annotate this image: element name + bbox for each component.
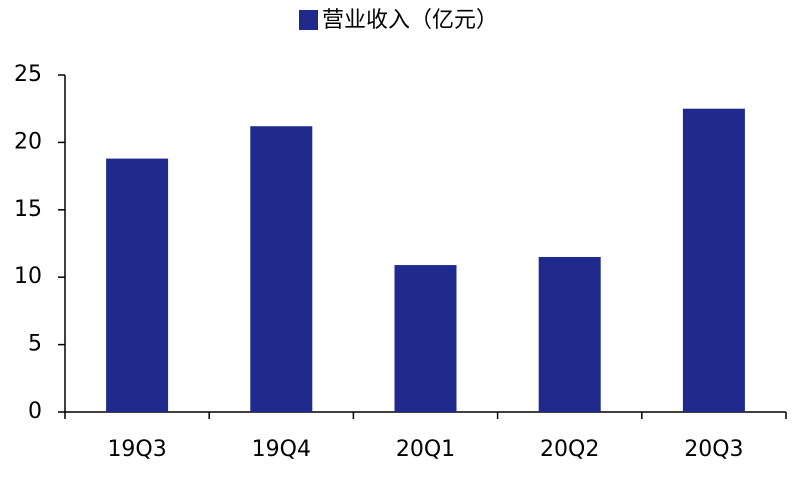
legend-swatch (299, 10, 318, 30)
y-tick-label: 20 (14, 129, 42, 154)
x-tick-label: 19Q3 (107, 437, 166, 462)
y-tick-label: 25 (14, 62, 42, 87)
y-tick-label: 10 (14, 264, 42, 289)
y-tick-label: 0 (28, 399, 42, 424)
bar (106, 158, 169, 412)
bar (538, 256, 601, 412)
bar (394, 265, 457, 412)
y-tick-label: 5 (28, 332, 42, 357)
bar (250, 126, 313, 412)
x-tick-label: 19Q4 (252, 437, 311, 462)
y-tick-label: 15 (14, 197, 42, 222)
bar (682, 108, 745, 412)
x-tick-label: 20Q2 (540, 437, 599, 462)
legend-label: 营业收入（亿元） (322, 8, 498, 33)
x-tick-label: 20Q3 (684, 437, 743, 462)
x-tick-label: 20Q1 (396, 437, 455, 462)
